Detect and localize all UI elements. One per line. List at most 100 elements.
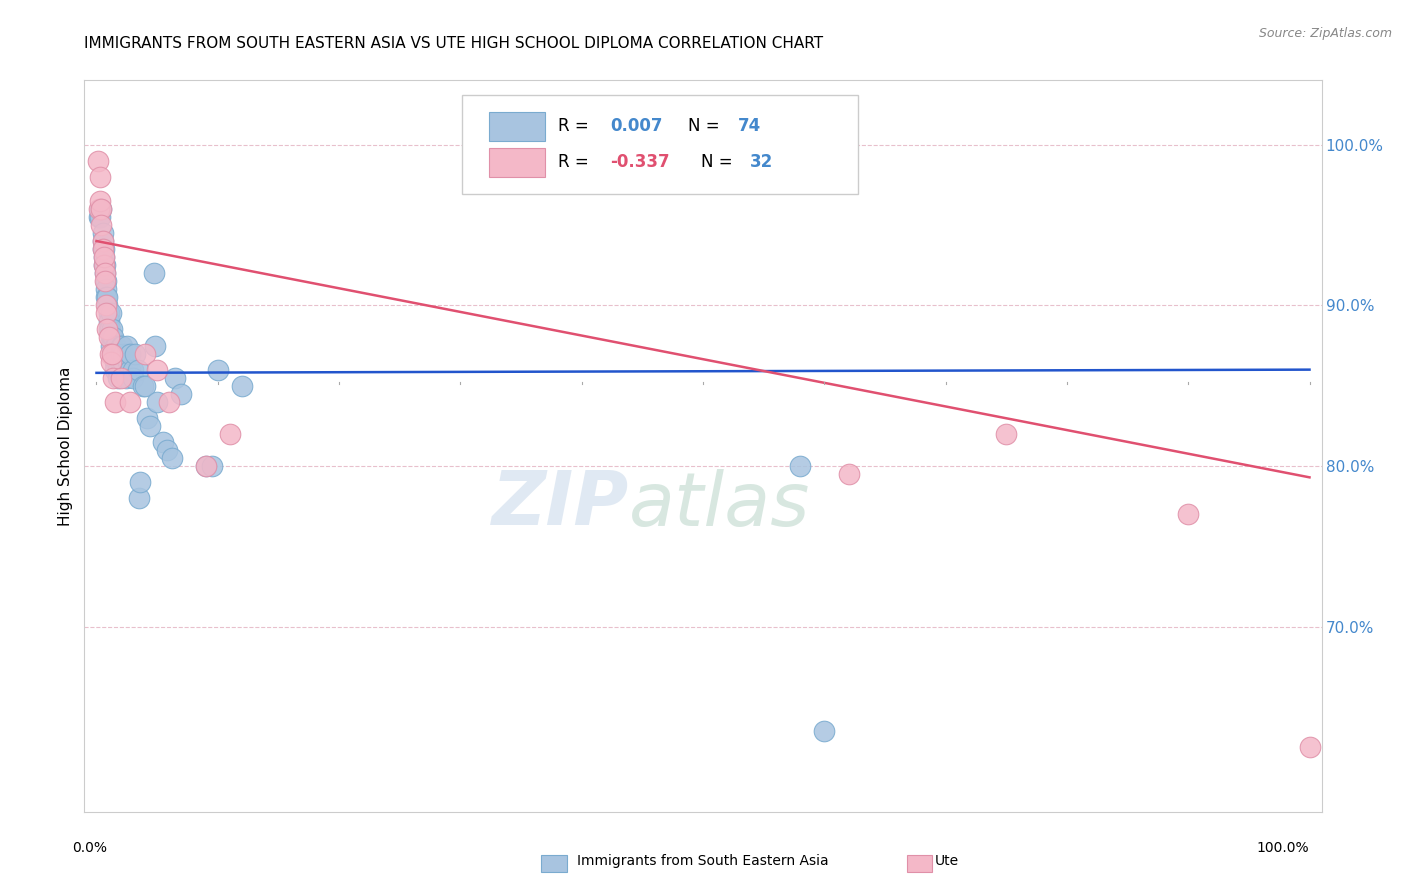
Point — [120, 394, 142, 409]
Point — [107, 370, 129, 384]
Point — [111, 362, 134, 376]
FancyBboxPatch shape — [489, 112, 544, 141]
Point — [112, 354, 135, 368]
Point — [101, 330, 124, 344]
Point — [108, 354, 131, 368]
Point — [1298, 740, 1320, 755]
Text: -0.337: -0.337 — [610, 153, 669, 171]
Point — [93, 250, 115, 264]
Point — [91, 242, 114, 256]
Point — [93, 242, 115, 256]
Point — [96, 322, 118, 336]
Point — [101, 346, 124, 360]
Point — [103, 346, 125, 360]
Text: N =: N = — [688, 118, 725, 136]
Point — [142, 266, 165, 280]
Point — [110, 346, 132, 360]
Text: 0.0%: 0.0% — [72, 841, 107, 855]
Point — [94, 258, 117, 272]
Point — [104, 362, 127, 376]
Point — [139, 418, 162, 433]
Point — [152, 434, 174, 449]
Point — [93, 258, 115, 272]
Point — [131, 378, 153, 392]
Point — [87, 210, 110, 224]
Point — [98, 346, 121, 360]
Point — [813, 724, 835, 739]
Point — [107, 362, 129, 376]
Point — [219, 426, 242, 441]
Point — [120, 346, 142, 360]
Point — [146, 362, 169, 376]
Point — [96, 290, 118, 304]
Point — [104, 338, 127, 352]
Point — [96, 298, 118, 312]
Text: Ute: Ute — [935, 854, 959, 868]
Point — [101, 322, 124, 336]
Point — [838, 467, 860, 482]
Point — [105, 354, 128, 368]
Point — [94, 266, 117, 280]
Point — [100, 338, 122, 352]
Point — [114, 370, 136, 384]
Point — [124, 346, 146, 360]
Point — [100, 330, 122, 344]
Point — [134, 378, 156, 392]
Point — [96, 282, 118, 296]
FancyBboxPatch shape — [489, 147, 544, 177]
Point — [194, 459, 217, 474]
Point — [170, 386, 193, 401]
Point — [207, 362, 229, 376]
Text: N =: N = — [700, 153, 737, 171]
Y-axis label: High School Diploma: High School Diploma — [58, 367, 73, 525]
Point — [110, 370, 132, 384]
Point — [97, 306, 120, 320]
Text: 0.007: 0.007 — [610, 118, 662, 136]
Point — [89, 202, 111, 216]
Point — [117, 354, 139, 368]
Point — [789, 459, 811, 474]
Text: ZIP: ZIP — [492, 468, 628, 541]
Point — [143, 338, 166, 352]
Point — [201, 459, 224, 474]
Point — [100, 354, 122, 368]
Text: 74: 74 — [738, 118, 761, 136]
Point — [103, 330, 125, 344]
Point — [96, 290, 118, 304]
FancyBboxPatch shape — [461, 95, 858, 194]
Point — [112, 346, 135, 360]
Point — [129, 475, 152, 490]
Point — [104, 354, 127, 368]
Point — [107, 362, 129, 376]
Point — [90, 202, 112, 216]
Point — [157, 394, 180, 409]
Point — [100, 306, 122, 320]
Point — [136, 410, 159, 425]
Text: R =: R = — [558, 118, 595, 136]
Text: Immigrants from South Eastern Asia: Immigrants from South Eastern Asia — [578, 854, 828, 868]
Point — [96, 306, 118, 320]
Point — [122, 370, 145, 384]
Point — [91, 226, 114, 240]
Point — [90, 202, 112, 216]
Point — [97, 330, 120, 344]
Point — [93, 258, 115, 272]
Point — [93, 250, 115, 264]
Point — [91, 234, 114, 248]
Point — [90, 218, 112, 232]
Point — [115, 346, 138, 360]
Text: 100.0%: 100.0% — [1257, 841, 1309, 855]
Text: 32: 32 — [749, 153, 773, 171]
Point — [165, 370, 187, 384]
Point — [115, 338, 138, 352]
Point — [146, 394, 169, 409]
Point — [97, 314, 120, 328]
Point — [104, 346, 127, 360]
Point — [156, 443, 179, 458]
Point — [97, 322, 120, 336]
Text: R =: R = — [558, 153, 595, 171]
Point — [111, 338, 134, 352]
Point — [96, 274, 118, 288]
Point — [91, 234, 114, 248]
Point — [103, 370, 125, 384]
